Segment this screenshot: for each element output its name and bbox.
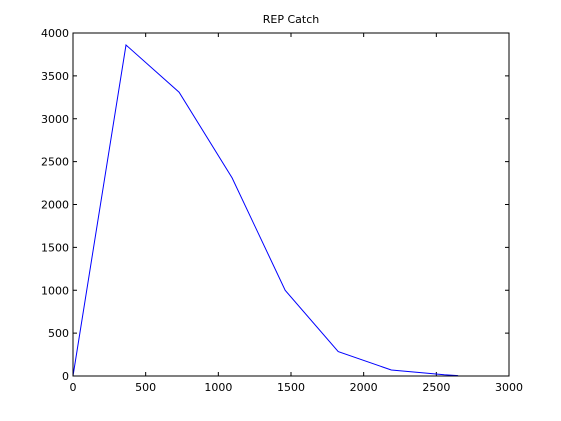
x-tick-label: 500 <box>135 381 156 394</box>
y-tick-label: 3500 <box>41 70 69 83</box>
y-tick-label: 2000 <box>41 199 69 212</box>
y-tick-label: 4000 <box>41 27 69 40</box>
x-tick-label: 2500 <box>422 381 450 394</box>
x-tick-label: 3000 <box>495 381 523 394</box>
x-tick-label: 2000 <box>350 381 378 394</box>
y-tick-label: 2500 <box>41 156 69 169</box>
plot-area <box>73 33 509 376</box>
chart-title: REP Catch <box>263 13 320 26</box>
x-tick-label: 1000 <box>204 381 232 394</box>
x-tick-label: 1500 <box>277 381 305 394</box>
series-layer <box>72 44 459 377</box>
y-tick-label: 1500 <box>41 241 69 254</box>
ticks-layer: 0 500 1000 1500 2000 2500 3000 0 500 1000 1500 2000… <box>41 27 523 394</box>
y-tick-label: 1000 <box>41 284 69 297</box>
y-tick-label: 0 <box>62 370 69 383</box>
series-line-0 <box>72 44 459 377</box>
x-tick-label: 0 <box>70 381 77 394</box>
y-tick-label: 500 <box>48 327 69 340</box>
plot-frame <box>72 32 510 377</box>
y-tick-label: 3000 <box>41 113 69 126</box>
